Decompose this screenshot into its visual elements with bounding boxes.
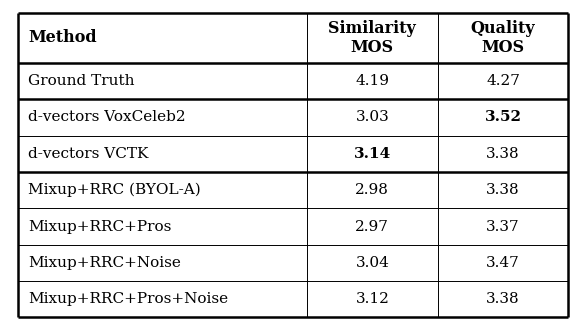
Text: Mixup+RRC+Pros+Noise: Mixup+RRC+Pros+Noise xyxy=(28,292,229,306)
Text: 3.04: 3.04 xyxy=(355,256,389,270)
Text: 4.27: 4.27 xyxy=(486,74,520,88)
Text: Quality
MOS: Quality MOS xyxy=(471,20,536,56)
Text: Mixup+RRC+Noise: Mixup+RRC+Noise xyxy=(28,256,181,270)
Text: 3.38: 3.38 xyxy=(486,147,520,161)
Text: 3.38: 3.38 xyxy=(486,183,520,197)
Text: Method: Method xyxy=(28,29,97,46)
Text: 3.12: 3.12 xyxy=(355,292,389,306)
Text: 3.47: 3.47 xyxy=(486,256,520,270)
Text: 2.98: 2.98 xyxy=(355,183,389,197)
Text: Mixup+RRC (BYOL-A): Mixup+RRC (BYOL-A) xyxy=(28,183,201,197)
Text: 3.37: 3.37 xyxy=(486,220,520,233)
Text: Similarity
MOS: Similarity MOS xyxy=(328,20,416,56)
Text: 3.03: 3.03 xyxy=(356,110,389,124)
Text: d-vectors VoxCeleb2: d-vectors VoxCeleb2 xyxy=(28,110,186,124)
Text: Ground Truth: Ground Truth xyxy=(28,74,135,88)
Text: 3.14: 3.14 xyxy=(354,147,391,161)
Text: 4.19: 4.19 xyxy=(355,74,389,88)
Text: Mixup+RRC+Pros: Mixup+RRC+Pros xyxy=(28,220,172,233)
Text: 3.52: 3.52 xyxy=(485,110,522,124)
Text: 2.97: 2.97 xyxy=(355,220,389,233)
Text: d-vectors VCTK: d-vectors VCTK xyxy=(28,147,148,161)
Text: 3.38: 3.38 xyxy=(486,292,520,306)
